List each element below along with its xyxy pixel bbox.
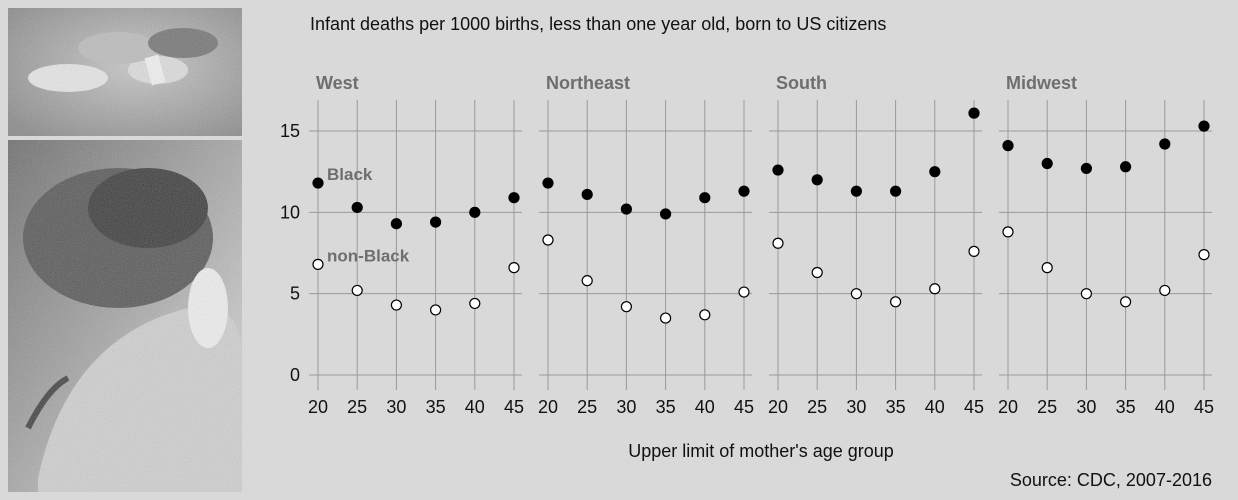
x-tick-label: 20 xyxy=(308,397,328,417)
point-non-black xyxy=(351,284,363,297)
point-non-black xyxy=(889,296,902,308)
panel-south: South 20 25 30 35 40 45 xyxy=(768,73,984,417)
x-tick-label: 25 xyxy=(577,397,597,417)
infant-photo-collage xyxy=(8,8,242,492)
point-non-black xyxy=(811,266,823,279)
x-tick-label: 40 xyxy=(925,397,945,417)
point-non-black xyxy=(772,237,784,249)
baby-feet-photo xyxy=(8,8,242,136)
x-tick-label: 30 xyxy=(1076,397,1096,417)
point-black xyxy=(620,203,633,215)
x-tick-label: 35 xyxy=(886,397,906,417)
point-black xyxy=(1041,157,1053,170)
point-non-black xyxy=(390,299,402,311)
x-tick-label: 35 xyxy=(656,397,676,417)
y-tick-label: 5 xyxy=(290,284,300,304)
point-black xyxy=(968,107,980,119)
point-black xyxy=(351,201,363,214)
x-tick-label: 45 xyxy=(504,397,524,417)
x-tick-label: 40 xyxy=(1155,397,1175,417)
x-tick-label: 25 xyxy=(807,397,827,417)
point-non-black xyxy=(581,275,593,287)
point-black xyxy=(1002,140,1014,152)
point-black xyxy=(699,192,711,204)
panel-title: Midwest xyxy=(1006,73,1077,93)
x-tick-label: 20 xyxy=(538,397,558,417)
x-axis-label: Upper limit of mother's age group xyxy=(628,441,894,461)
panel-midwest: Midwest 20 25 30 35 40 45 xyxy=(998,73,1214,417)
point-black xyxy=(772,164,784,176)
point-black xyxy=(508,192,520,204)
panel-title: Northeast xyxy=(546,73,630,93)
x-tick-label: 30 xyxy=(616,397,636,417)
point-black xyxy=(581,188,593,201)
point-non-black xyxy=(850,288,863,300)
point-non-black xyxy=(1198,249,1210,261)
point-non-black xyxy=(1119,296,1132,308)
point-black xyxy=(811,174,823,186)
x-tick-label: 25 xyxy=(347,397,367,417)
x-tick-label: 30 xyxy=(386,397,406,417)
point-black xyxy=(469,206,481,218)
y-tick-label: 10 xyxy=(280,202,300,222)
source-note: Source: CDC, 2007-2016 xyxy=(1010,470,1212,490)
panel-title: West xyxy=(316,73,359,93)
point-black xyxy=(390,218,402,230)
panel-northeast: Northeast 20 25 30 35 40 45 xyxy=(538,73,754,417)
point-non-black xyxy=(699,309,711,321)
x-tick-label: 45 xyxy=(1194,397,1214,417)
point-non-black xyxy=(312,258,324,270)
point-black xyxy=(1198,120,1210,132)
x-tick-label: 35 xyxy=(1116,397,1136,417)
x-tick-label: 20 xyxy=(768,397,788,417)
point-black xyxy=(929,166,941,178)
x-tick-label: 30 xyxy=(846,397,866,417)
x-tick-label: 40 xyxy=(465,397,485,417)
infant-face-photo xyxy=(8,140,242,492)
point-black xyxy=(542,177,554,189)
x-tick-label: 25 xyxy=(1037,397,1057,417)
point-non-black xyxy=(1159,284,1171,297)
point-black xyxy=(659,208,672,220)
point-black xyxy=(312,177,324,189)
point-non-black xyxy=(1041,262,1053,274)
point-non-black xyxy=(1002,226,1014,238)
x-tick-label: 20 xyxy=(998,397,1018,417)
point-black xyxy=(850,185,863,197)
point-non-black xyxy=(968,245,980,257)
point-black xyxy=(430,216,442,228)
point-black xyxy=(1119,161,1132,173)
point-non-black xyxy=(469,297,481,310)
y-tick-label: 15 xyxy=(280,121,300,141)
point-non-black xyxy=(620,301,633,313)
point-non-black xyxy=(1080,288,1093,300)
series-label: Black xyxy=(327,165,373,184)
point-non-black xyxy=(929,283,941,295)
point-non-black xyxy=(430,304,442,316)
point-non-black xyxy=(659,312,672,324)
point-non-black xyxy=(738,286,750,298)
x-tick-label: 45 xyxy=(964,397,984,417)
x-tick-label: 35 xyxy=(426,397,446,417)
y-tick-label: 0 xyxy=(290,365,300,385)
point-black xyxy=(1159,138,1171,150)
point-non-black xyxy=(508,262,520,274)
point-black xyxy=(1080,162,1093,175)
chart-title: Infant deaths per 1000 births, less than… xyxy=(310,14,886,34)
series-label: non-Black xyxy=(327,246,410,265)
point-black xyxy=(738,185,750,197)
point-non-black xyxy=(542,234,554,246)
x-tick-label: 40 xyxy=(695,397,715,417)
panel-title: South xyxy=(776,73,827,93)
point-black xyxy=(889,185,902,197)
panel-west: West 20 25 30 35 40 45 0 5 10 15 Black non-Black xyxy=(280,73,524,417)
x-tick-label: 45 xyxy=(734,397,754,417)
